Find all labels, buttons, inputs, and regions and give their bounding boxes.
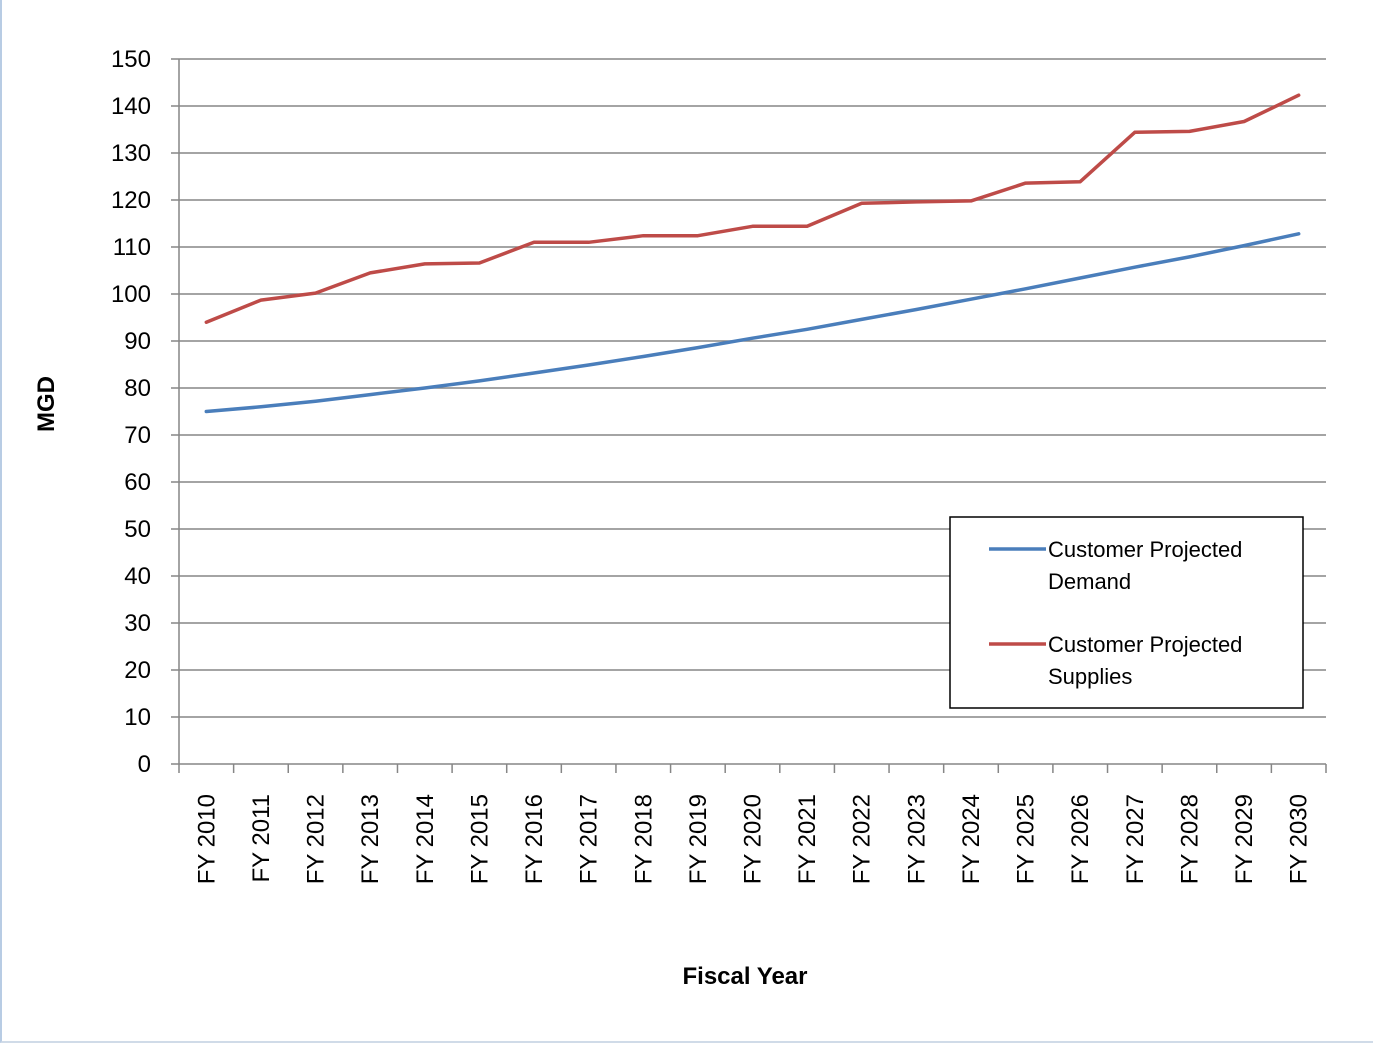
- y-tick-label: 80: [124, 375, 151, 402]
- x-tick-labels: FY 2010 FY 2011 FY 2012 FY 2013 FY 2014 FY 20…: [193, 794, 1312, 884]
- axes: [171, 58, 1327, 773]
- y-tick-label: 150: [111, 46, 151, 73]
- y-tick-label: 140: [111, 93, 151, 120]
- x-tick-label: FY 2011: [248, 794, 275, 883]
- y-tick-label: 20: [124, 657, 151, 684]
- x-tick-label: FY 2014: [412, 794, 439, 884]
- x-tick-label: FY 2017: [576, 794, 603, 884]
- legend-label: Demand: [1048, 569, 1131, 594]
- x-tick-label: FY 2025: [1013, 794, 1040, 884]
- series-lines: [204, 93, 1301, 414]
- x-tick-label: FY 2010: [193, 794, 220, 884]
- y-tick-label: 110: [113, 234, 151, 261]
- x-tick-label: FY 2013: [357, 794, 384, 884]
- x-tick-label: FY 2029: [1231, 794, 1258, 884]
- x-tick-label: FY 2016: [521, 794, 548, 884]
- x-tick-label: FY 2030: [1286, 794, 1313, 884]
- x-axis-title: Fiscal Year: [683, 963, 808, 990]
- x-tick-label: FY 2019: [685, 794, 712, 884]
- series-line-1: [204, 232, 1301, 414]
- legend-label: Customer Projected: [1048, 537, 1242, 562]
- x-tick-label: FY 2018: [630, 794, 657, 884]
- y-tick-label: 100: [111, 281, 151, 308]
- y-tick-label: 90: [124, 328, 151, 355]
- x-tick-label: FY 2023: [903, 794, 930, 884]
- y-axis-title: MGD: [33, 376, 60, 432]
- legend-label: Customer Projected: [1048, 632, 1242, 657]
- x-tick-label: FY 2015: [466, 794, 493, 884]
- x-tick-label: FY 2024: [958, 794, 985, 884]
- x-tick-label: FY 2028: [1176, 794, 1203, 884]
- y-tick-labels: 0 10 20 30 40 50 60 70 80 90 100 110 120 130 140 150: [111, 46, 151, 778]
- x-tick-label: FY 2026: [1067, 794, 1094, 884]
- series-line-2: [204, 93, 1301, 324]
- y-tick-label: 60: [124, 469, 151, 496]
- legend: Customer Projected Demand Customer Project…: [949, 516, 1304, 709]
- x-tick-label: FY 2012: [303, 794, 330, 884]
- legend-label: Supplies: [1048, 664, 1132, 689]
- y-tick-label: 10: [124, 704, 151, 731]
- y-tick-label: 130: [111, 140, 151, 167]
- y-tick-label: 120: [111, 187, 151, 214]
- y-tick-label: 70: [124, 422, 151, 449]
- y-tick-label: 40: [124, 563, 151, 590]
- x-tick-label: FY 2021: [794, 794, 821, 884]
- x-tick-label: FY 2027: [1122, 794, 1149, 884]
- y-tick-label: 0: [138, 751, 151, 778]
- x-tick-label: FY 2022: [849, 794, 876, 884]
- y-tick-label: 50: [124, 516, 151, 543]
- x-tick-label: FY 2020: [740, 794, 767, 884]
- y-tick-label: 30: [124, 610, 151, 637]
